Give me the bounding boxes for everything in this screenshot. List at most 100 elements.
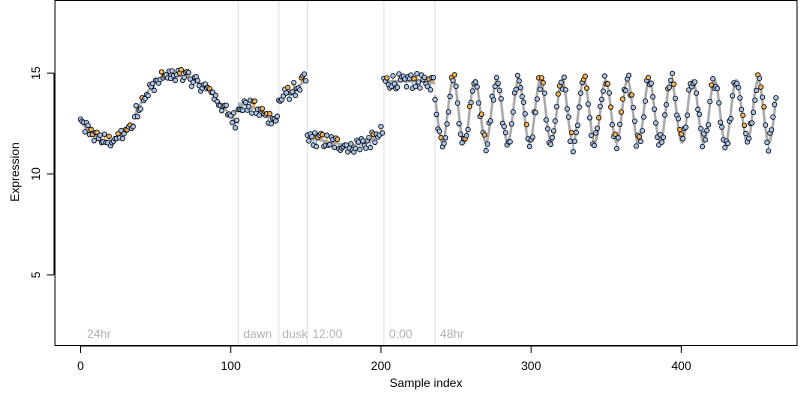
data-point (686, 87, 692, 93)
data-point (614, 145, 620, 152)
data-point (698, 126, 704, 132)
data-point (765, 148, 772, 154)
data-point (540, 80, 546, 86)
data-point (331, 144, 338, 151)
data-point (415, 79, 422, 85)
data-point (232, 125, 238, 131)
data-point (363, 145, 369, 151)
data-point (252, 98, 258, 104)
data-point (457, 131, 464, 137)
data-point (534, 96, 540, 102)
data-point (106, 133, 112, 139)
data-point (633, 143, 639, 149)
data-point (432, 96, 438, 103)
data-point (684, 112, 691, 118)
data-point (292, 92, 299, 99)
points-layer (77, 67, 779, 155)
data-point (424, 83, 431, 90)
data-point (501, 123, 507, 130)
data-point (181, 74, 187, 81)
data-point (662, 112, 668, 118)
data-point (570, 148, 576, 155)
data-point (268, 120, 274, 127)
data-point (741, 122, 748, 128)
data-point (475, 100, 482, 106)
section-label: 48hr (440, 327, 464, 341)
data-point (671, 81, 677, 87)
data-point (596, 115, 602, 121)
data-point (378, 123, 384, 130)
data-point (538, 75, 545, 81)
data-point (484, 141, 491, 147)
data-point (231, 110, 237, 116)
data-point (558, 79, 564, 86)
data-point (453, 83, 459, 89)
data-point (695, 106, 701, 113)
data-point (529, 134, 536, 140)
data-point (334, 136, 341, 143)
data-point (145, 92, 151, 99)
data-point (722, 144, 728, 151)
data-point (82, 129, 88, 135)
boundaries-layer (237, 1, 436, 345)
data-point (768, 127, 775, 133)
data-point (190, 79, 196, 85)
data-point (752, 97, 758, 103)
data-point (172, 77, 178, 84)
data-point (678, 131, 685, 137)
data-point (753, 87, 760, 94)
data-point (771, 101, 778, 108)
data-point (707, 98, 713, 105)
data-point (651, 106, 658, 112)
data-point (638, 138, 644, 145)
data-point (151, 87, 157, 94)
data-point (552, 118, 558, 124)
data-point (97, 132, 103, 138)
data-point (648, 80, 655, 86)
data-point (283, 90, 290, 96)
data-point (605, 81, 611, 87)
data-point (669, 70, 676, 77)
data-point (626, 72, 632, 79)
data-point (309, 133, 315, 140)
data-point (773, 95, 779, 101)
data-point (256, 112, 262, 118)
data-point (660, 134, 667, 141)
data-point (699, 143, 706, 150)
data-point (543, 117, 549, 123)
data-point (391, 81, 398, 87)
data-point (465, 126, 471, 133)
data-point (510, 109, 516, 115)
data-point (447, 93, 453, 100)
data-point (756, 75, 763, 82)
section-labels-layer: 24hr dawn dusk 12:00 0:00 48hr (87, 327, 464, 341)
data-point (267, 111, 273, 117)
data-point (600, 88, 606, 94)
y-tick-label: 5 (29, 271, 43, 278)
y-tick-label: 10 (29, 167, 43, 181)
data-point (490, 97, 497, 103)
data-point (553, 104, 560, 110)
data-point (514, 72, 521, 79)
data-point (303, 78, 309, 84)
data-point (599, 96, 605, 103)
data-point (468, 99, 474, 106)
data-point (653, 120, 659, 126)
data-point (677, 126, 683, 133)
data-point (620, 96, 626, 102)
data-point (584, 85, 590, 91)
data-point (411, 75, 417, 82)
data-point (436, 128, 443, 135)
data-point (714, 85, 721, 92)
data-point (274, 113, 280, 119)
data-point (716, 100, 722, 106)
data-point (636, 134, 642, 140)
data-point (301, 71, 308, 77)
data-point (119, 135, 126, 142)
data-point (522, 111, 528, 117)
data-point (417, 85, 423, 91)
data-point (708, 82, 715, 88)
data-point (728, 115, 734, 122)
data-point (85, 122, 91, 129)
data-point (541, 90, 548, 96)
